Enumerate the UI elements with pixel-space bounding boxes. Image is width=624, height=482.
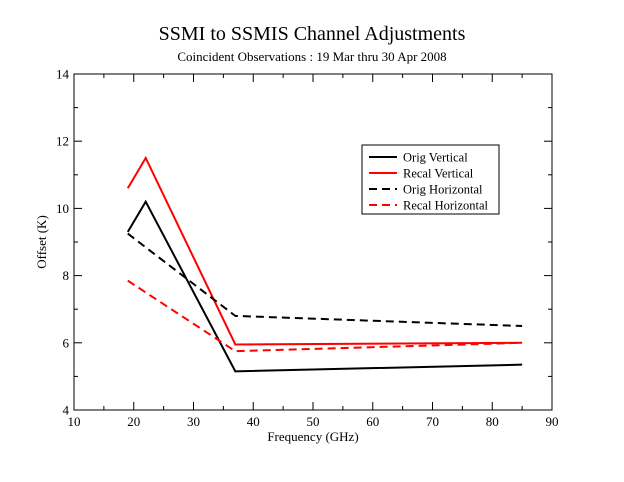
legend-label: Orig Vertical xyxy=(403,151,468,165)
y-tick-label: 14 xyxy=(56,67,70,82)
legend-label: Orig Horizontal xyxy=(403,183,483,197)
legend-label: Recal Vertical xyxy=(403,167,474,181)
y-tick-label: 4 xyxy=(63,403,70,418)
series-line xyxy=(126,155,523,346)
x-tick-label: 30 xyxy=(187,414,200,429)
series-line xyxy=(126,199,523,373)
x-tick-label: 10 xyxy=(68,414,81,429)
legend-label: Recal Horizontal xyxy=(403,199,489,213)
axis-ticks: 10 20 30 40 50 60 70 80 90 4 6 8 10 12 14 xyxy=(56,67,559,430)
y-tick-label: 8 xyxy=(63,268,70,283)
y-tick-label: 12 xyxy=(56,134,69,149)
x-tick-label: 40 xyxy=(247,414,260,429)
x-tick-label: 50 xyxy=(307,414,320,429)
series-line xyxy=(127,279,523,353)
chart-title: SSMI to SSMIS Channel Adjustments xyxy=(159,23,466,45)
y-tick-label: 10 xyxy=(56,201,69,216)
x-tick-label: 70 xyxy=(426,414,439,429)
y-tick-label: 6 xyxy=(63,335,70,350)
chart-subtitle: Coincident Observations : 19 Mar thru 30… xyxy=(177,49,446,64)
y-axis-label: Offset (K) xyxy=(34,215,49,269)
x-tick-label: 60 xyxy=(366,414,379,429)
legend: Orig Vertical Recal Vertical Orig Horizont… xyxy=(361,144,500,215)
x-axis-label: Frequency (GHz) xyxy=(267,429,358,444)
x-tick-label: 90 xyxy=(546,414,559,429)
series-line xyxy=(127,232,523,327)
series-layer xyxy=(126,155,523,373)
x-tick-label: 80 xyxy=(486,414,499,429)
x-tick-label: 20 xyxy=(127,414,140,429)
plot-frame xyxy=(73,73,553,411)
